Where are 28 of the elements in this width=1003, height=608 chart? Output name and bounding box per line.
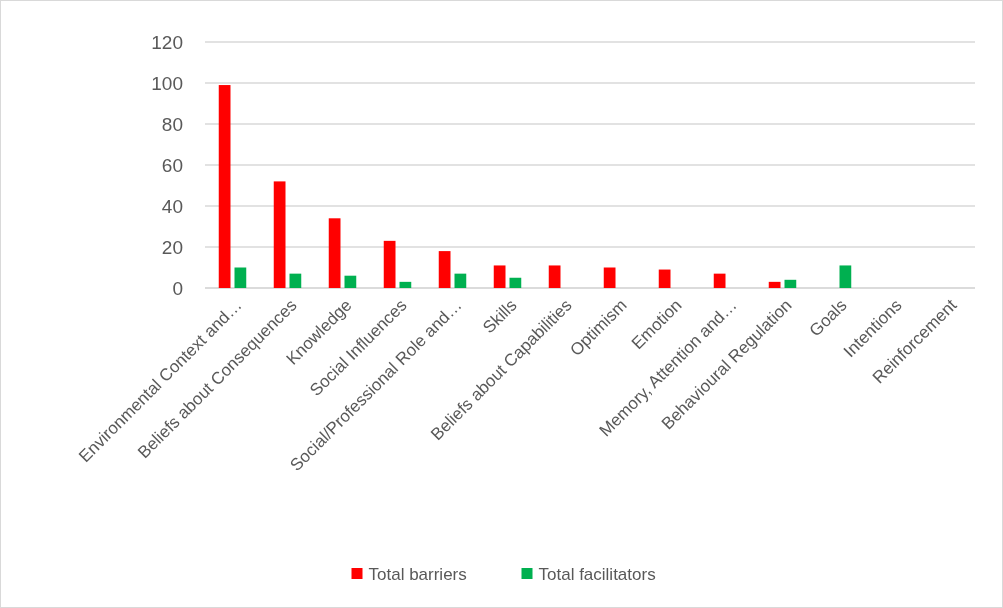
legend-label: Total facilitators <box>538 564 656 584</box>
y-tick-label: 100 <box>151 72 183 94</box>
bar <box>658 269 671 288</box>
y-tick-label: 20 <box>161 236 183 258</box>
y-tick-label: 120 <box>151 31 183 53</box>
bar <box>234 267 247 288</box>
bar <box>218 85 231 288</box>
bar <box>328 218 341 288</box>
bar <box>344 275 357 288</box>
bar <box>713 273 726 288</box>
y-tick-label: 60 <box>161 154 183 176</box>
bar <box>509 277 522 288</box>
y-tick-label: 40 <box>161 195 183 217</box>
y-tick-label: 0 <box>172 277 183 299</box>
bar <box>438 251 451 288</box>
bar <box>383 240 396 288</box>
y-tick-label: 80 <box>161 113 183 135</box>
bar <box>784 279 797 288</box>
bar <box>839 265 852 288</box>
bar <box>603 267 616 288</box>
bar <box>768 281 781 288</box>
bar <box>548 265 561 288</box>
legend-label: Total barriers <box>368 564 467 584</box>
bar <box>399 281 412 288</box>
bar <box>493 265 506 288</box>
bar <box>289 273 302 288</box>
bar <box>454 273 467 288</box>
bar <box>273 181 286 288</box>
